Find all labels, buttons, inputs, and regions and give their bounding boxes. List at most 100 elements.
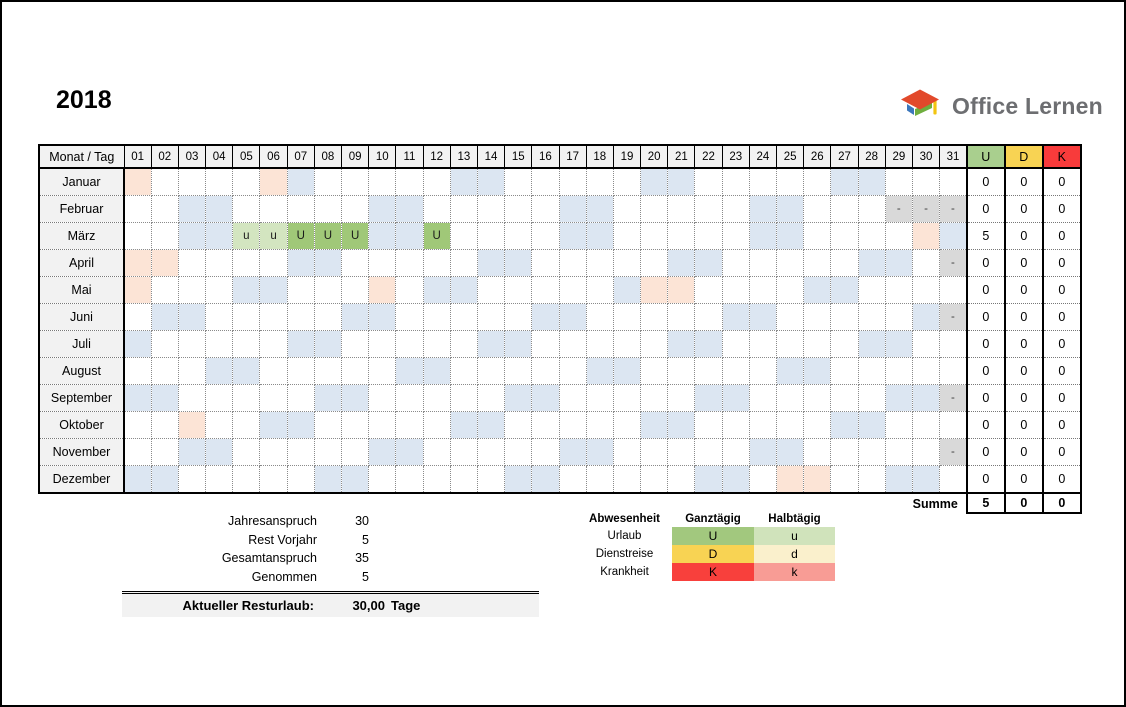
- day-cell[interactable]: [395, 195, 424, 223]
- day-cell[interactable]: [830, 222, 859, 250]
- day-cell[interactable]: [721, 330, 750, 358]
- day-cell[interactable]: [177, 222, 207, 250]
- day-cell[interactable]: [504, 303, 533, 331]
- day-cell[interactable]: [205, 276, 234, 304]
- day-cell[interactable]: [313, 303, 343, 331]
- day-cell[interactable]: [150, 167, 179, 196]
- day-cell[interactable]: [857, 357, 886, 385]
- day-cell[interactable]: [830, 465, 859, 494]
- day-cell[interactable]: [150, 384, 179, 412]
- day-cell[interactable]: [531, 357, 560, 385]
- day-cell[interactable]: [395, 303, 424, 331]
- day-cell[interactable]: [449, 249, 478, 277]
- day-cell[interactable]: [558, 195, 587, 223]
- day-cell[interactable]: [911, 411, 941, 439]
- day-cell[interactable]: [449, 276, 478, 304]
- day-cell[interactable]: [884, 465, 913, 494]
- day-cell[interactable]: [422, 357, 451, 385]
- day-cell[interactable]: [313, 330, 343, 358]
- day-cell[interactable]: [612, 357, 642, 385]
- day-cell[interactable]: [259, 303, 288, 331]
- day-cell[interactable]: [259, 384, 288, 412]
- day-cell[interactable]: [504, 195, 533, 223]
- day-cell[interactable]: [884, 303, 913, 331]
- day-cell[interactable]: [232, 276, 261, 304]
- day-cell[interactable]: [558, 249, 587, 277]
- day-cell[interactable]: [531, 465, 560, 494]
- day-cell[interactable]: [558, 465, 587, 494]
- day-cell[interactable]: [259, 411, 288, 439]
- day-cell[interactable]: [830, 276, 859, 304]
- day-cell[interactable]: [340, 357, 370, 385]
- day-cell[interactable]: [340, 330, 370, 358]
- day-cell[interactable]: [476, 465, 506, 494]
- day-cell[interactable]: [640, 465, 669, 494]
- day-cell[interactable]: [232, 167, 261, 196]
- day-cell[interactable]: [775, 465, 805, 494]
- day-cell[interactable]: [585, 465, 614, 494]
- day-cell[interactable]: [558, 411, 587, 439]
- day-cell[interactable]: [884, 276, 913, 304]
- day-cell[interactable]: [585, 411, 614, 439]
- stat-value[interactable]: 35: [355, 551, 369, 566]
- day-cell[interactable]: [667, 465, 696, 494]
- day-cell[interactable]: [449, 411, 478, 439]
- day-cell[interactable]: [286, 276, 315, 304]
- day-cell[interactable]: [422, 249, 451, 277]
- day-cell[interactable]: [123, 167, 152, 196]
- day-cell[interactable]: [803, 357, 832, 385]
- day-cell[interactable]: [368, 167, 397, 196]
- day-cell[interactable]: [286, 330, 315, 358]
- day-cell[interactable]: [177, 276, 207, 304]
- day-cell[interactable]: U: [340, 222, 370, 250]
- day-cell[interactable]: [286, 411, 315, 439]
- day-cell[interactable]: [313, 438, 343, 466]
- day-cell[interactable]: [939, 411, 968, 439]
- day-cell[interactable]: [694, 303, 723, 331]
- day-cell[interactable]: [449, 357, 478, 385]
- day-cell[interactable]: [205, 438, 234, 466]
- day-cell[interactable]: [884, 411, 913, 439]
- day-cell[interactable]: [531, 303, 560, 331]
- day-cell[interactable]: [803, 303, 832, 331]
- day-cell[interactable]: u: [259, 222, 288, 250]
- day-cell[interactable]: [612, 465, 642, 494]
- day-cell[interactable]: [504, 465, 533, 494]
- day-cell[interactable]: [775, 438, 805, 466]
- day-cell[interactable]: [123, 465, 152, 494]
- day-cell[interactable]: [667, 438, 696, 466]
- day-cell[interactable]: [449, 384, 478, 412]
- day-cell[interactable]: [640, 222, 669, 250]
- day-cell[interactable]: [123, 411, 152, 439]
- day-cell[interactable]: [721, 222, 750, 250]
- day-cell[interactable]: [395, 357, 424, 385]
- day-cell[interactable]: [803, 222, 832, 250]
- day-cell[interactable]: [775, 303, 805, 331]
- day-cell[interactable]: [585, 438, 614, 466]
- day-cell[interactable]: [775, 195, 805, 223]
- day-cell[interactable]: [449, 330, 478, 358]
- day-cell[interactable]: [830, 357, 859, 385]
- day-cell[interactable]: [395, 465, 424, 494]
- day-cell[interactable]: [150, 303, 179, 331]
- day-cell[interactable]: [857, 222, 886, 250]
- day-cell[interactable]: [177, 330, 207, 358]
- day-cell[interactable]: -: [884, 195, 913, 223]
- day-cell[interactable]: [150, 222, 179, 250]
- day-cell[interactable]: U: [313, 222, 343, 250]
- day-cell[interactable]: [150, 465, 179, 494]
- day-cell[interactable]: U: [422, 222, 451, 250]
- day-cell[interactable]: [476, 384, 506, 412]
- day-cell[interactable]: [340, 303, 370, 331]
- day-cell[interactable]: [422, 330, 451, 358]
- day-cell[interactable]: [395, 330, 424, 358]
- day-cell[interactable]: [585, 303, 614, 331]
- day-cell[interactable]: [857, 465, 886, 494]
- day-cell[interactable]: [313, 167, 343, 196]
- day-cell[interactable]: [748, 249, 778, 277]
- day-cell[interactable]: [123, 303, 152, 331]
- day-cell[interactable]: [775, 276, 805, 304]
- day-cell[interactable]: [667, 411, 696, 439]
- day-cell[interactable]: [585, 195, 614, 223]
- day-cell[interactable]: [177, 167, 207, 196]
